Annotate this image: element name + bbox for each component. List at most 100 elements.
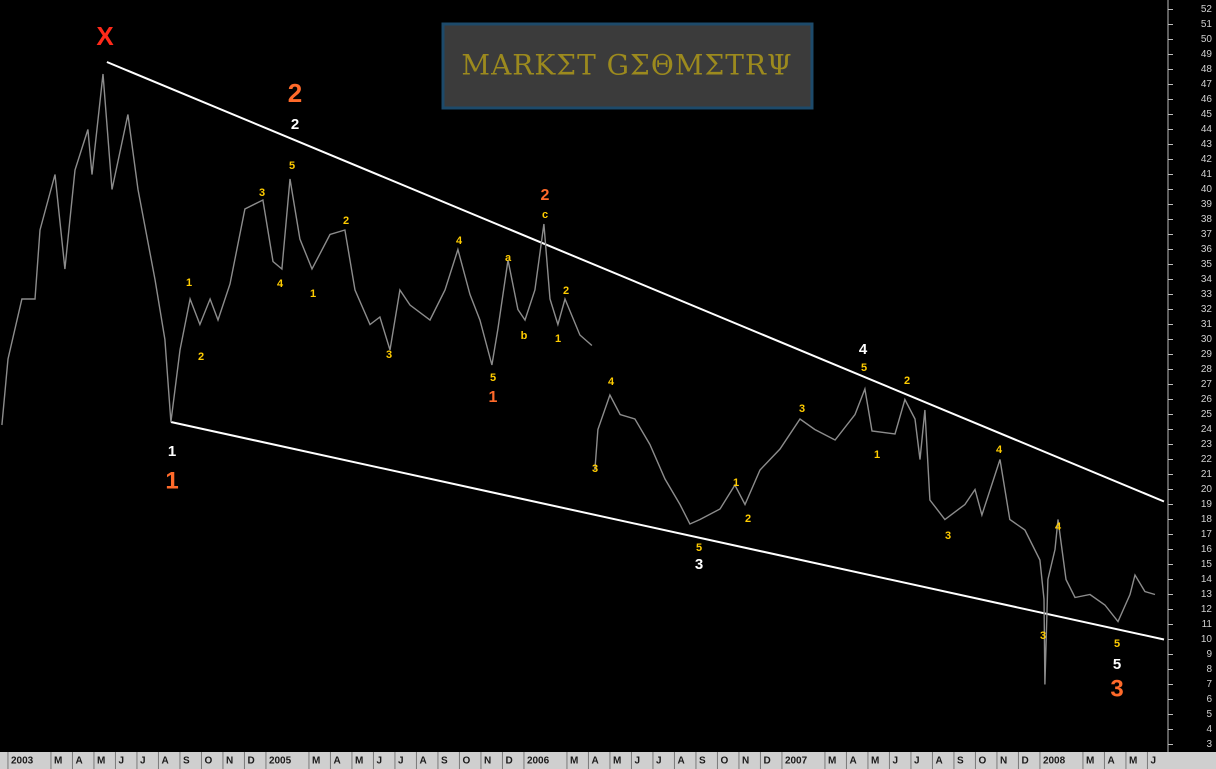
trendline bbox=[170, 421, 1165, 641]
x-tick-label: M bbox=[54, 756, 62, 767]
y-tick-label: 11 bbox=[1202, 619, 1213, 630]
x-tick-label: M bbox=[613, 756, 621, 767]
trendline bbox=[106, 61, 1165, 503]
wave-label: 4 bbox=[996, 444, 1003, 456]
y-tick-label: 27 bbox=[1201, 379, 1213, 390]
price-line bbox=[1, 73, 1156, 685]
wave-label: 3 bbox=[1110, 675, 1123, 702]
x-tick-label: J bbox=[656, 756, 662, 767]
x-tick-label: D bbox=[505, 756, 512, 767]
y-tick-label: 37 bbox=[1201, 229, 1213, 240]
x-tick-label: O bbox=[978, 756, 986, 767]
wave-label: c bbox=[542, 209, 548, 221]
wave-label: 5 bbox=[1114, 638, 1120, 650]
x-tick-label: N bbox=[1000, 756, 1007, 767]
wave-label: 2 bbox=[198, 351, 204, 363]
x-tick-label: A bbox=[849, 756, 856, 767]
wave-label: b bbox=[521, 330, 528, 342]
wave-label: 2 bbox=[904, 375, 910, 387]
x-tick-label: M bbox=[1086, 756, 1094, 767]
y-tick-label: 49 bbox=[1201, 49, 1213, 60]
x-tick-label: J bbox=[892, 756, 898, 767]
y-tick-label: 29 bbox=[1201, 349, 1213, 360]
y-tick-label: 12 bbox=[1201, 604, 1213, 615]
x-tick-label: D bbox=[763, 756, 770, 767]
wave-label: 3 bbox=[695, 556, 703, 573]
wave-label: 2 bbox=[291, 116, 299, 133]
x-tick-label: J bbox=[1150, 756, 1156, 767]
x-tick-label: S bbox=[441, 756, 448, 767]
y-tick-label: 46 bbox=[1201, 94, 1213, 105]
x-tick-label: 2003 bbox=[11, 756, 34, 767]
y-tick-label: 47 bbox=[1201, 79, 1213, 90]
y-tick-label: 24 bbox=[1201, 424, 1213, 435]
y-tick-label: 30 bbox=[1201, 334, 1213, 345]
y-tick-label: 38 bbox=[1201, 214, 1213, 225]
y-tick-label: 14 bbox=[1201, 574, 1213, 585]
y-tick-label: 42 bbox=[1201, 154, 1213, 165]
x-tick-label: 2005 bbox=[269, 756, 292, 767]
y-tick-label: 16 bbox=[1201, 544, 1213, 555]
y-tick-label: 10 bbox=[1201, 634, 1213, 645]
x-tick-label: M bbox=[1129, 756, 1137, 767]
y-tick-label: 43 bbox=[1201, 139, 1213, 150]
wave-label: 4 bbox=[456, 235, 463, 247]
wave-label: 1 bbox=[874, 449, 880, 461]
wave-label: 2 bbox=[288, 78, 302, 108]
y-tick-label: 4 bbox=[1206, 724, 1212, 735]
x-tick-label: A bbox=[935, 756, 942, 767]
wave-label: 1 bbox=[168, 443, 176, 460]
y-tick-label: 5 bbox=[1206, 709, 1212, 720]
y-tick-label: 31 bbox=[1201, 319, 1213, 330]
y-tick-label: 6 bbox=[1206, 694, 1212, 705]
x-tick-label: J bbox=[634, 756, 640, 767]
wave-label: 5 bbox=[289, 160, 295, 172]
wave-label: 3 bbox=[945, 530, 951, 542]
wave-label: 5 bbox=[861, 362, 867, 374]
x-tick-label: 2007 bbox=[785, 756, 808, 767]
y-tick-label: 44 bbox=[1201, 124, 1213, 135]
wave-label: a bbox=[505, 252, 512, 264]
wave-label: 5 bbox=[1113, 656, 1121, 673]
x-tick-label: N bbox=[484, 756, 491, 767]
y-tick-label: 21 bbox=[1201, 469, 1213, 480]
x-tick-label: S bbox=[957, 756, 964, 767]
wave-label: 4 bbox=[608, 376, 615, 388]
y-tick-label: 50 bbox=[1201, 34, 1213, 45]
y-tick-label: 36 bbox=[1201, 244, 1213, 255]
wave-label: X bbox=[96, 21, 114, 51]
x-tick-label: O bbox=[204, 756, 212, 767]
y-tick-label: 33 bbox=[1201, 289, 1213, 300]
logo-text: MARKΣT GΣΘMΣTRΨ bbox=[461, 49, 792, 82]
x-tick-label: 2008 bbox=[1043, 756, 1066, 767]
x-axis-band bbox=[0, 752, 1216, 769]
wave-label: 4 bbox=[1055, 521, 1062, 533]
x-tick-label: A bbox=[591, 756, 598, 767]
y-tick-label: 35 bbox=[1201, 259, 1213, 270]
y-tick-label: 51 bbox=[1201, 19, 1213, 30]
y-tick-label: 8 bbox=[1206, 664, 1212, 675]
y-tick-label: 32 bbox=[1201, 304, 1213, 315]
x-tick-label: N bbox=[742, 756, 749, 767]
x-tick-label: J bbox=[914, 756, 920, 767]
logo-box bbox=[441, 22, 814, 110]
wave-label: 3 bbox=[592, 463, 598, 475]
y-tick-label: 3 bbox=[1206, 739, 1212, 750]
x-tick-label: A bbox=[75, 756, 82, 767]
y-tick-label: 39 bbox=[1201, 199, 1213, 210]
x-tick-label: J bbox=[140, 756, 146, 767]
x-tick-label: A bbox=[161, 756, 168, 767]
x-tick-label: M bbox=[355, 756, 363, 767]
y-tick-label: 7 bbox=[1206, 679, 1212, 690]
y-tick-label: 40 bbox=[1201, 184, 1213, 195]
wave-label: 3 bbox=[1040, 630, 1046, 642]
wave-label: 1 bbox=[310, 288, 316, 300]
y-tick-label: 18 bbox=[1201, 514, 1213, 525]
wave-label: 3 bbox=[259, 187, 265, 199]
y-tick-label: 22 bbox=[1201, 454, 1213, 465]
y-tick-label: 34 bbox=[1201, 274, 1213, 285]
x-tick-label: S bbox=[699, 756, 706, 767]
y-tick-label: 26 bbox=[1201, 394, 1213, 405]
x-tick-label: M bbox=[97, 756, 105, 767]
